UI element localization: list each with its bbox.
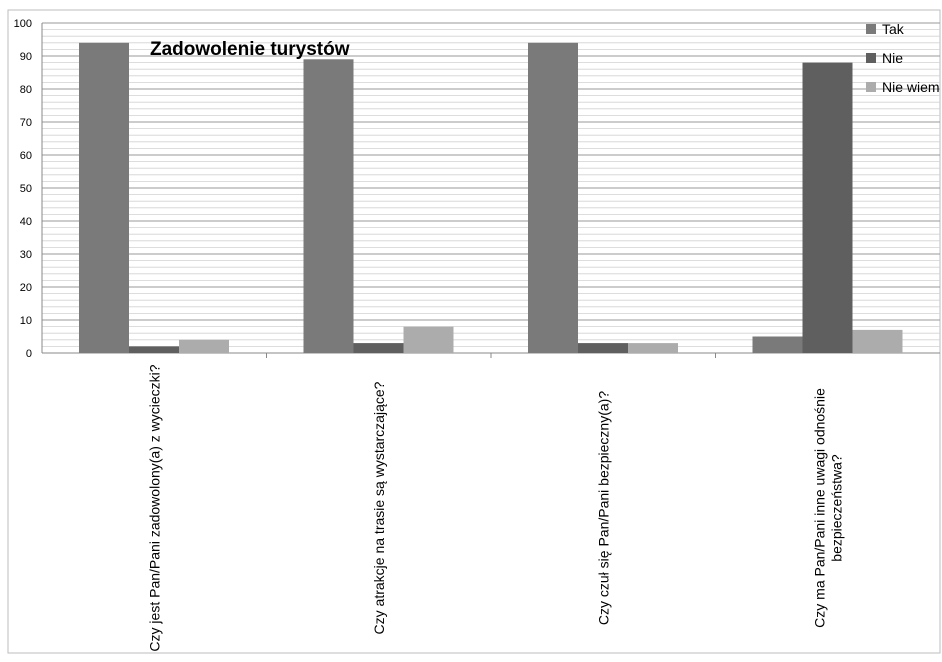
bar-tak bbox=[303, 59, 354, 354]
category-label-line: bezpieczeństwa? bbox=[828, 454, 844, 562]
bar-nie bbox=[578, 343, 628, 353]
y-tick-label: 50 bbox=[20, 183, 32, 195]
legend-label: Nie wiem bbox=[882, 79, 940, 95]
category-label-line: Czy jest Pan/Pani zadowolony(a) z wyciec… bbox=[146, 364, 162, 651]
category-labels: Czy jest Pan/Pani zadowolony(a) z wyciec… bbox=[146, 364, 844, 651]
bar-nie bbox=[802, 62, 853, 353]
bar-tak bbox=[528, 42, 578, 354]
bar-nie-wiem bbox=[179, 339, 229, 353]
legend: Tak Nie Nie wiem bbox=[866, 21, 940, 95]
y-tick-label: 40 bbox=[20, 216, 32, 228]
y-tick-label: 70 bbox=[20, 117, 32, 129]
bar-nie-wiem bbox=[852, 329, 903, 353]
chart-title: Zadowolenie turystów bbox=[150, 39, 350, 60]
legend-label: Tak bbox=[882, 21, 905, 37]
legend-swatch bbox=[866, 82, 876, 92]
y-tick-label: 90 bbox=[20, 51, 32, 63]
bar-nie-wiem bbox=[403, 326, 454, 353]
bar-nie-wiem bbox=[628, 343, 678, 353]
chart-border bbox=[7, 9, 941, 654]
y-tick-label: 10 bbox=[20, 315, 32, 327]
bar-tak bbox=[752, 336, 803, 353]
bar-nie bbox=[129, 346, 179, 353]
y-tick-label: 60 bbox=[20, 150, 32, 162]
bar-nie bbox=[353, 343, 404, 353]
category-label: Czy atrakcje na trasie są wystarczające? bbox=[371, 381, 387, 634]
y-tick-label: 0 bbox=[26, 348, 32, 360]
category-label: Czy jest Pan/Pani zadowolony(a) z wyciec… bbox=[146, 364, 162, 651]
category-label: Czy ma Pan/Pani inne uwagi odnośniebezpi… bbox=[811, 388, 844, 628]
category-label: Czy czuł się Pan/Pani bezpieczny(a)? bbox=[595, 391, 611, 625]
y-tick-label: 100 bbox=[14, 18, 32, 30]
category-label-line: Czy ma Pan/Pani inne uwagi odnośnie bbox=[811, 388, 827, 628]
legend-label: Nie bbox=[882, 50, 903, 66]
category-label-line: Czy czuł się Pan/Pani bezpieczny(a)? bbox=[595, 391, 611, 625]
bar-tak bbox=[79, 42, 129, 354]
bars bbox=[79, 42, 903, 354]
y-tick-label: 30 bbox=[20, 249, 32, 261]
y-tick-label: 20 bbox=[20, 282, 32, 294]
legend-swatch bbox=[866, 53, 876, 63]
y-tick-labels: 0 10 20 30 40 50 60 70 80 90 100 bbox=[14, 18, 32, 360]
y-tick-label: 80 bbox=[20, 84, 32, 96]
legend-swatch bbox=[866, 24, 876, 34]
category-label-line: Czy atrakcje na trasie są wystarczające? bbox=[371, 381, 387, 634]
